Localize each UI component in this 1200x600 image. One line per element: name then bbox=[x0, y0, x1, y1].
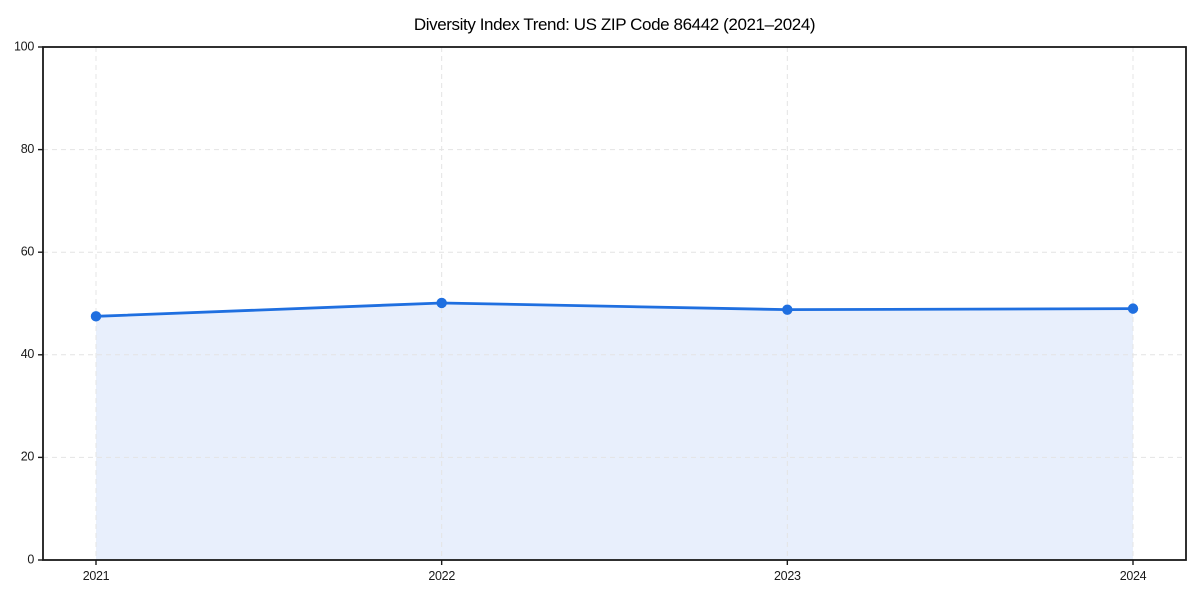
x-tick-label: 2023 bbox=[774, 569, 801, 583]
data-point-marker bbox=[782, 304, 793, 315]
plot-border bbox=[42, 46, 1187, 561]
trend-line bbox=[94, 301, 1135, 318]
x-tick-label: 2022 bbox=[428, 569, 455, 583]
chart-title: Diversity Index Trend: US ZIP Code 86442… bbox=[414, 15, 815, 34]
x-tick-label: 2024 bbox=[1120, 569, 1147, 583]
area-fill bbox=[96, 302, 1133, 560]
y-tick-label: 100 bbox=[14, 39, 34, 53]
data-point-marker bbox=[436, 297, 447, 309]
area-fill-layer bbox=[96, 302, 1133, 560]
axes-layer: 0 20 40 60 80 100 2021 2022 2023 2024 bbox=[14, 39, 1187, 583]
y-tick-label: 40 bbox=[21, 347, 35, 361]
gridline-layer bbox=[43, 47, 1186, 560]
data-point-marker bbox=[90, 311, 102, 322]
data-point-marker bbox=[1127, 303, 1139, 314]
data-marker-layer bbox=[90, 297, 1139, 322]
y-tick-label: 80 bbox=[21, 142, 35, 156]
y-tick-label: 60 bbox=[21, 244, 35, 258]
y-tick-label: 0 bbox=[27, 552, 34, 566]
y-tick-label: 20 bbox=[21, 450, 35, 464]
series-line-layer bbox=[94, 301, 1135, 318]
x-tick-label: 2021 bbox=[83, 569, 110, 583]
